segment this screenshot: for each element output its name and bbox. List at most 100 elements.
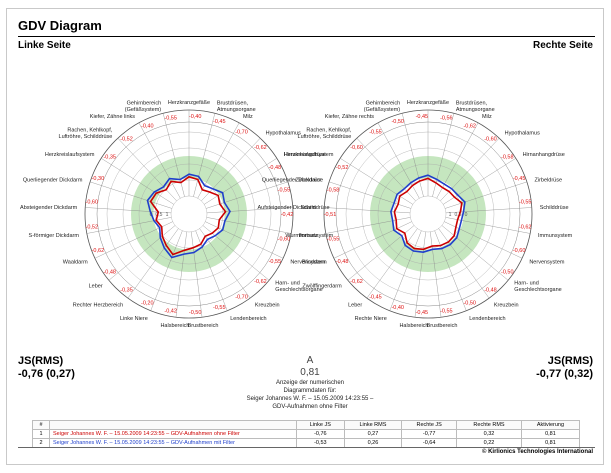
right-js-value: -0,77 (0,32) [536,368,593,380]
series-line-2 [146,173,231,259]
table-header-row: # Linke JS Linke RMS Rechte JS Rechte RM… [32,420,581,430]
category-label: Immunsystem [299,233,334,239]
category-label: Wurmfortsatz [285,233,318,239]
title-divider [18,36,595,37]
col-header-aktivierung: Aktivierung [520,420,581,430]
category-label: Rechter Herzbereich [73,303,123,309]
category-label-line: Zirbeldrüse [535,177,563,183]
spoke-line [90,181,172,209]
row-name: Seiger Johannes W. F. – 15.05.2009 14:23… [49,429,297,439]
right-side-label: Rechte Seite [532,40,593,51]
spoke-line [430,231,442,318]
category-label-line: Brustdrüsen, [217,101,249,107]
ring-scale-label: 0 [465,212,468,218]
center-caption-1: Anzeige der numerischen [275,380,345,386]
category-label-line: Luftröhre, Schilddrüse [59,134,113,140]
category-label: Kiefer, Zähne rechts [325,114,374,120]
data-value-label: -0,55 [327,236,340,242]
category-label-line: Zirbeldrüse [296,177,324,183]
category-label-line: Geschlechtsorgane [514,287,561,293]
category-label: Gehirnbereich (Gefäßsystem) [364,101,401,114]
category-label: Immunsystem [538,233,573,239]
data-value-label: -0,58 [501,154,514,160]
left-js-stat: JS(RMS) -0,76 (0,27) [18,355,75,381]
category-label-line: Absteigender Dickdarm [20,205,78,211]
data-value-label: -0,55 [269,259,282,265]
category-label-line: Herzkreislaufsystem [45,152,95,158]
page-title: GDV Diagram [18,18,102,33]
category-label-line: Rechter Herzbereich [73,303,123,309]
category-label: Zirbeldrüse [535,177,563,183]
data-value-label: -0,62 [254,279,267,285]
spoke-line [445,217,531,234]
series-line-1 [149,175,227,256]
category-label: Brustbereich [188,323,219,329]
left-js-head: JS(RMS) [18,355,64,367]
category-label: Querliegender Dickdarm [262,177,322,183]
data-value-label: -0,55 [278,188,291,194]
category-label-line: Milz [243,114,253,120]
data-value-label: -0,58 [327,188,340,194]
col-header-rechte-js: Rechte JS [401,420,458,430]
col-header-linke-js: Linke JS [296,420,345,430]
spoke-line [127,228,179,299]
category-label-line: Rachen, Kehlkopf, [306,127,351,133]
category-label-line: Geschlechtsorgane [275,287,322,293]
category-label-line: Atmungsorgane [217,107,256,113]
results-table: # Linke JS Linke RMS Rechte JS Rechte RM… [32,420,581,448]
category-label: Hirnanhangdrüse [284,152,326,158]
data-value-label: -0,52 [120,136,133,142]
category-label: Lendenbereich [469,316,505,322]
category-label-line: Waaldarm [63,260,88,266]
category-label: Brustdrüsen, Atmungsorgane [217,101,256,114]
category-label-line: Rechte Niere [355,316,387,322]
category-label-line: Milz [482,114,492,120]
category-label-line: Lendenbereich [469,316,505,322]
data-value-label: -0,48 [484,288,497,294]
spoke-line [86,217,172,234]
spoke-line [206,217,292,234]
data-value-label: -0,35 [103,154,116,160]
col-header-rechte-rms: Rechte RMS [456,420,522,430]
spoke-line [324,207,411,214]
data-value-label: -0,55 [369,129,382,135]
category-label-line: Kiefer, Zähne links [90,114,135,120]
data-value-label: -0,50 [501,270,514,276]
spoke-line [199,228,251,299]
category-label: Schilddrüse [540,205,569,211]
footer-divider [18,447,595,448]
category-label-line: Schilddrüse [540,205,569,211]
category-label-line: S-förmiger Dickdarm [29,233,80,239]
data-value-label: -0,62 [254,145,267,151]
row-rechte-js: -0,77 [401,429,458,439]
spoke-line [85,207,172,214]
category-label-line: Harn- und [275,280,299,286]
category-label-line: Linke Niere [120,316,148,322]
category-label: Leber [348,303,362,309]
data-value-label: -0,62 [350,279,363,285]
spoke-line [356,138,416,202]
data-value-label: -0,52 [336,165,349,171]
category-label-line: Halsbereich [160,323,189,329]
category-label-line: Brustdrüsen, [456,101,488,107]
table-row[interactable]: 1 Seiger Johannes W. F. – 15.05.2009 14:… [32,429,581,439]
spoke-line [443,158,516,205]
data-value-label: -0,45 [369,295,382,301]
data-value-label: -0,60 [484,136,497,142]
category-label: Rachen, Kehlkopf, Luftröhre, Schilddrüse [298,127,352,140]
spoke-line [191,231,203,318]
series-line-2 [390,174,466,254]
spoke-line [333,221,412,259]
category-label-line: Hypothalamus [266,130,301,136]
spoke-line [325,217,411,234]
data-value-label: -0,55 [213,305,226,311]
category-label: Brustdrüsen, Atmungsorgane [456,101,495,114]
row-linke-rms: 0,27 [343,429,403,439]
data-value-label: -0,48 [336,259,349,265]
radar-chart-right: 1 0,5 0 -0,45 -0,50 -0,55 -0,60 -0,52 -0,58 -0,51… [258,100,573,329]
category-label: Waaldarm [63,260,88,266]
col-header-number: # [32,420,50,430]
ring-scale-label: 0,5 [156,212,163,218]
data-value-label: -0,30 [92,176,105,182]
